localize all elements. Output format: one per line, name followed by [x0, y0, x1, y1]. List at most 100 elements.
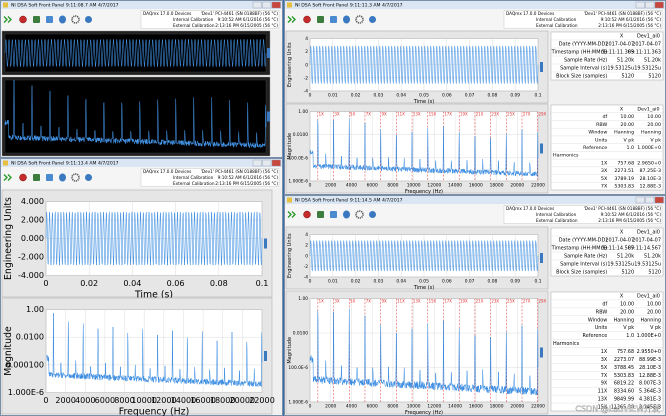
- save-button[interactable]: [33, 16, 40, 23]
- driver-label: DAQmx 17.0.0 Devices: [143, 11, 191, 16]
- save-button[interactable]: [317, 211, 324, 218]
- waveform-trace: [45, 211, 263, 266]
- table-cell: 7X: [601, 184, 608, 190]
- x-axis-label: Time (s): [134, 290, 173, 301]
- help-button[interactable]: [85, 16, 92, 23]
- window-title: NI DSA Soft Front Panel 9:11:13.4 AM 4/7…: [11, 161, 119, 167]
- table-header: Dev1_ai0: [637, 106, 659, 112]
- maximize-button[interactable]: [645, 1, 655, 9]
- device-name: 'Dev1' PCI-4461 (SN 0188BF) (56 °C): [201, 11, 279, 16]
- external-calibration: 2:13:16 PM 6/15/2005 (56 °C): [598, 23, 661, 28]
- harmonic-label: 5X: [350, 299, 355, 304]
- internal-calibration: 9:10:52 AM 6/1/2016 (56 °C): [601, 212, 662, 217]
- scroll-handle[interactable]: [264, 238, 267, 249]
- settings-button[interactable]: [355, 210, 364, 219]
- internal-calibration-label: Internal Calibration: [173, 17, 214, 22]
- harmonic-label: 17X: [444, 112, 452, 117]
- table-cell: RBW: [596, 309, 608, 315]
- table-cell: 51.20k: [617, 58, 634, 64]
- table-cell: 10.00: [620, 114, 634, 120]
- minimize-button[interactable]: [635, 196, 645, 204]
- scroll-handle[interactable]: [540, 62, 543, 72]
- table-cell: Window: [588, 317, 607, 323]
- stop-button[interactable]: [19, 15, 27, 24]
- close-button[interactable]: [654, 196, 664, 204]
- y-tick-label: 1.00: [26, 305, 44, 314]
- table-header: X: [620, 230, 624, 236]
- x-tick-label: 0.01: [328, 279, 338, 285]
- settings-button[interactable]: [71, 173, 80, 182]
- maximize-button[interactable]: [262, 159, 272, 167]
- settings-button[interactable]: [71, 15, 80, 24]
- run-button[interactable]: [3, 174, 12, 181]
- window-icon: [287, 197, 292, 203]
- save-button[interactable]: [317, 16, 324, 23]
- y-tick-label: 4: [305, 36, 308, 42]
- help-button[interactable]: [369, 211, 376, 218]
- device-name: 'Dev1' PCI-4461 (SN 0188BF) (56 °C): [584, 11, 662, 16]
- close-button[interactable]: [654, 1, 664, 9]
- stop-button[interactable]: [303, 210, 311, 219]
- settings-button[interactable]: [355, 15, 364, 24]
- minimize-button[interactable]: [252, 159, 262, 167]
- harmonic-label: 15X: [429, 299, 437, 304]
- device-info: [140, 10, 280, 29]
- y-axis-label: Magnitude: [287, 337, 293, 364]
- y-tick-label: 0: [305, 253, 308, 259]
- table-cell: 2273.07: [614, 357, 634, 363]
- scroll-handle[interactable]: [540, 143, 543, 154]
- table-cell: 757.68: [617, 349, 634, 355]
- stop-button[interactable]: [303, 15, 311, 24]
- y-tick-label: -4: [304, 274, 309, 280]
- harmonic-label: 25X: [507, 299, 515, 304]
- scroll-handle[interactable]: [267, 48, 270, 58]
- x-tick-label: 0.1: [535, 93, 542, 99]
- x-tick-label: 8000: [114, 396, 135, 405]
- table-cell: 1.000E+0: [637, 333, 661, 339]
- log-button[interactable]: [330, 16, 337, 23]
- maximize-button[interactable]: [262, 1, 272, 9]
- table-cell: 11365.38: [611, 405, 634, 411]
- window-icon: [287, 2, 292, 8]
- run-button[interactable]: [287, 211, 296, 218]
- x-tick-label: 0.02: [351, 279, 361, 285]
- database-button[interactable]: [343, 15, 350, 24]
- close-button[interactable]: [271, 1, 281, 9]
- table-cell: 9X: [601, 381, 608, 387]
- stop-button[interactable]: [19, 173, 27, 182]
- save-button[interactable]: [33, 174, 40, 181]
- y-tick-label: 2.000: [21, 216, 44, 225]
- minimize-button[interactable]: [252, 1, 262, 9]
- database-button[interactable]: [59, 173, 66, 182]
- log-button[interactable]: [46, 16, 53, 23]
- scroll-handle[interactable]: [540, 253, 543, 263]
- help-button[interactable]: [369, 16, 376, 23]
- table-cell: 5X: [601, 176, 608, 182]
- close-button[interactable]: [271, 159, 281, 167]
- run-button[interactable]: [287, 16, 296, 23]
- database-button[interactable]: [343, 210, 350, 219]
- scroll-handle[interactable]: [267, 111, 270, 122]
- table-cell: 2017-04-07: [605, 238, 634, 244]
- database-button[interactable]: [59, 15, 66, 24]
- maximize-button[interactable]: [645, 196, 655, 204]
- run-button[interactable]: [3, 16, 12, 23]
- table-cell: 5303.83: [614, 184, 634, 190]
- x-tick-label: 12000: [151, 396, 177, 405]
- x-tick-label: 0.06: [167, 279, 185, 288]
- log-button[interactable]: [46, 174, 53, 181]
- driver-label: DAQmx 17.0.0 Devices: [143, 169, 191, 174]
- table-cell: 51.20k: [644, 254, 661, 260]
- x-tick-label: 0.02: [80, 279, 98, 288]
- y-tick-label: 1.000E-6: [288, 178, 308, 184]
- log-button[interactable]: [330, 211, 337, 218]
- help-button[interactable]: [85, 174, 92, 181]
- x-tick-label: 0: [43, 279, 48, 288]
- scroll-handle[interactable]: [540, 347, 543, 358]
- table-header: X: [620, 34, 624, 40]
- table-cell: 2017-04-07: [605, 42, 634, 48]
- internal-calibration: 9:10:52 AM 6/1/2016 (56 °C): [218, 17, 279, 22]
- minimize-button[interactable]: [635, 1, 645, 9]
- scroll-handle[interactable]: [264, 351, 267, 361]
- title-bar: [1, 159, 282, 167]
